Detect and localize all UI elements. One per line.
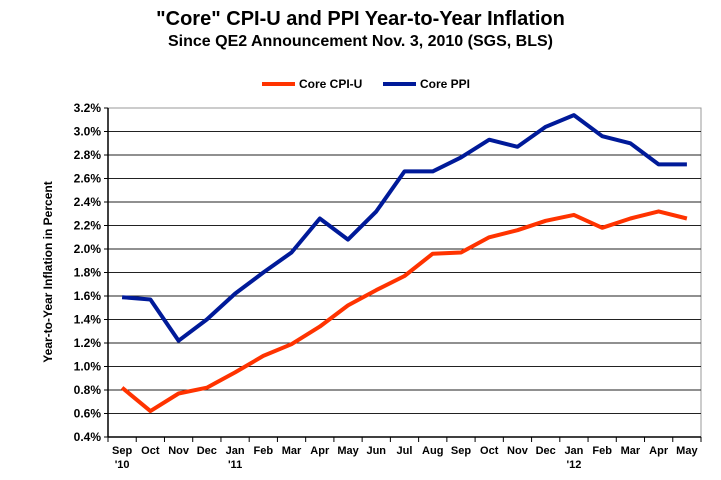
x-tick-label: Apr bbox=[310, 445, 330, 457]
y-tick-label: 3.2% bbox=[74, 101, 102, 115]
y-tick-label: 2.8% bbox=[74, 148, 102, 162]
y-tick-label: 1.8% bbox=[74, 266, 102, 280]
y-tick-label: 0.4% bbox=[74, 430, 102, 444]
x-tick-label: Mar bbox=[621, 445, 641, 457]
legend-label: Core CPI-U bbox=[299, 77, 362, 91]
series-line-core-cpi-u bbox=[120, 209, 688, 414]
x-tick-label: Sep bbox=[451, 445, 471, 457]
x-tick-label: Dec bbox=[197, 445, 217, 457]
x-tick-label: Aug bbox=[422, 445, 443, 457]
y-tick-label: 1.0% bbox=[74, 360, 102, 374]
x-tick-label: Jan bbox=[226, 445, 245, 457]
x-tick-label: Feb bbox=[254, 445, 274, 457]
x-tick-label: Oct bbox=[141, 445, 160, 457]
x-tick-label: Dec bbox=[536, 445, 556, 457]
x-tick-label: Oct bbox=[480, 445, 499, 457]
y-tick-label: 2.6% bbox=[74, 172, 102, 186]
x-tick-label: Apr bbox=[649, 445, 669, 457]
y-tick-label: 2.4% bbox=[74, 195, 102, 209]
x-tick-label: Sep bbox=[112, 445, 132, 457]
x-tick-label: Mar bbox=[282, 445, 302, 457]
x-tick-label: Jun bbox=[366, 445, 386, 457]
legend: Core CPI-U Core PPI bbox=[262, 77, 470, 91]
x-tick-label: Nov bbox=[168, 445, 190, 457]
axes: 0.4% 0.6% 0.8% 1.0% 1.2% 1.4% 1.6% 1.8% 2.0% 2.2%… bbox=[74, 101, 702, 471]
y-axis-label: Year-to-Year Inflation in Percent bbox=[41, 181, 55, 362]
x-tick-label: May bbox=[337, 445, 359, 457]
x-tick-label: Nov bbox=[507, 445, 529, 457]
chart-subtitle: Since QE2 Announcement Nov. 3, 2010 (SGS… bbox=[168, 33, 553, 50]
series-lines bbox=[120, 113, 688, 414]
x-tick-label: Jul bbox=[397, 445, 413, 457]
y-tick-label: 1.6% bbox=[74, 289, 102, 303]
y-tick-label: 0.8% bbox=[74, 383, 102, 397]
legend-label: Core PPI bbox=[420, 77, 470, 91]
gridlines bbox=[107, 107, 702, 438]
y-tick-label: 1.4% bbox=[74, 313, 102, 327]
y-tick-label: 0.6% bbox=[74, 407, 102, 421]
x-year-label: '12 bbox=[566, 459, 581, 471]
x-tick-label: May bbox=[676, 445, 698, 457]
y-tick-label: 2.2% bbox=[74, 219, 102, 233]
y-tick-label: 3.0% bbox=[74, 125, 102, 139]
y-tick-label: 1.2% bbox=[74, 336, 102, 350]
chart-title: "Core" CPI-U and PPI Year-to-Year Inflat… bbox=[156, 8, 565, 30]
y-tick-label: 2.0% bbox=[74, 242, 102, 256]
x-year-label: '11 bbox=[228, 459, 242, 471]
x-tick-label: Jan bbox=[564, 445, 583, 457]
x-tick-label: Feb bbox=[592, 445, 612, 457]
x-year-label: '10 bbox=[115, 459, 130, 471]
